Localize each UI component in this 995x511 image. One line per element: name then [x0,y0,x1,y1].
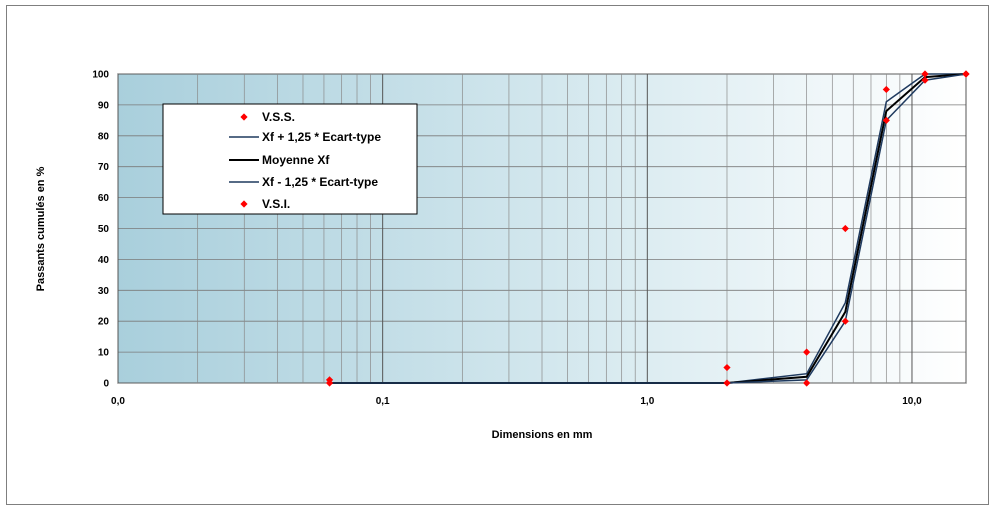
x-axis-title: Dimensions en mm [492,429,593,441]
y-tick-label: 80 [98,131,110,142]
legend-entry: V.S.I. [262,197,290,211]
legend-entry: Xf - 1,25 * Ecart-type [262,175,378,189]
y-tick-label: 50 [98,224,110,235]
y-tick-label: 90 [98,100,110,111]
x-tick-label: 0,1 [376,396,390,407]
y-tick-label: 20 [98,317,110,328]
y-tick-label: 100 [92,70,109,81]
y-tick-label: 30 [98,286,110,297]
y-tick-label: 60 [98,193,110,204]
x-tick-label: 0,0 [111,396,125,407]
x-tick-label: 1,0 [640,396,654,407]
legend: V.S.S. Xf + 1,25 * Ecart-type Moyenne Xf Xf… [163,104,417,214]
y-tick-label: 40 [98,255,110,266]
legend-entry: Xf + 1,25 * Ecart-type [262,130,381,144]
y-axis-title: Passants cumulés en % [35,166,47,291]
y-tick-label: 70 [98,162,110,173]
legend-entry: Moyenne Xf [262,153,330,167]
legend-entry: V.S.S. [262,110,295,124]
x-tick-label: 10,0 [902,396,922,407]
y-tick-label: 10 [98,348,110,359]
y-tick-label: 0 [103,379,109,390]
